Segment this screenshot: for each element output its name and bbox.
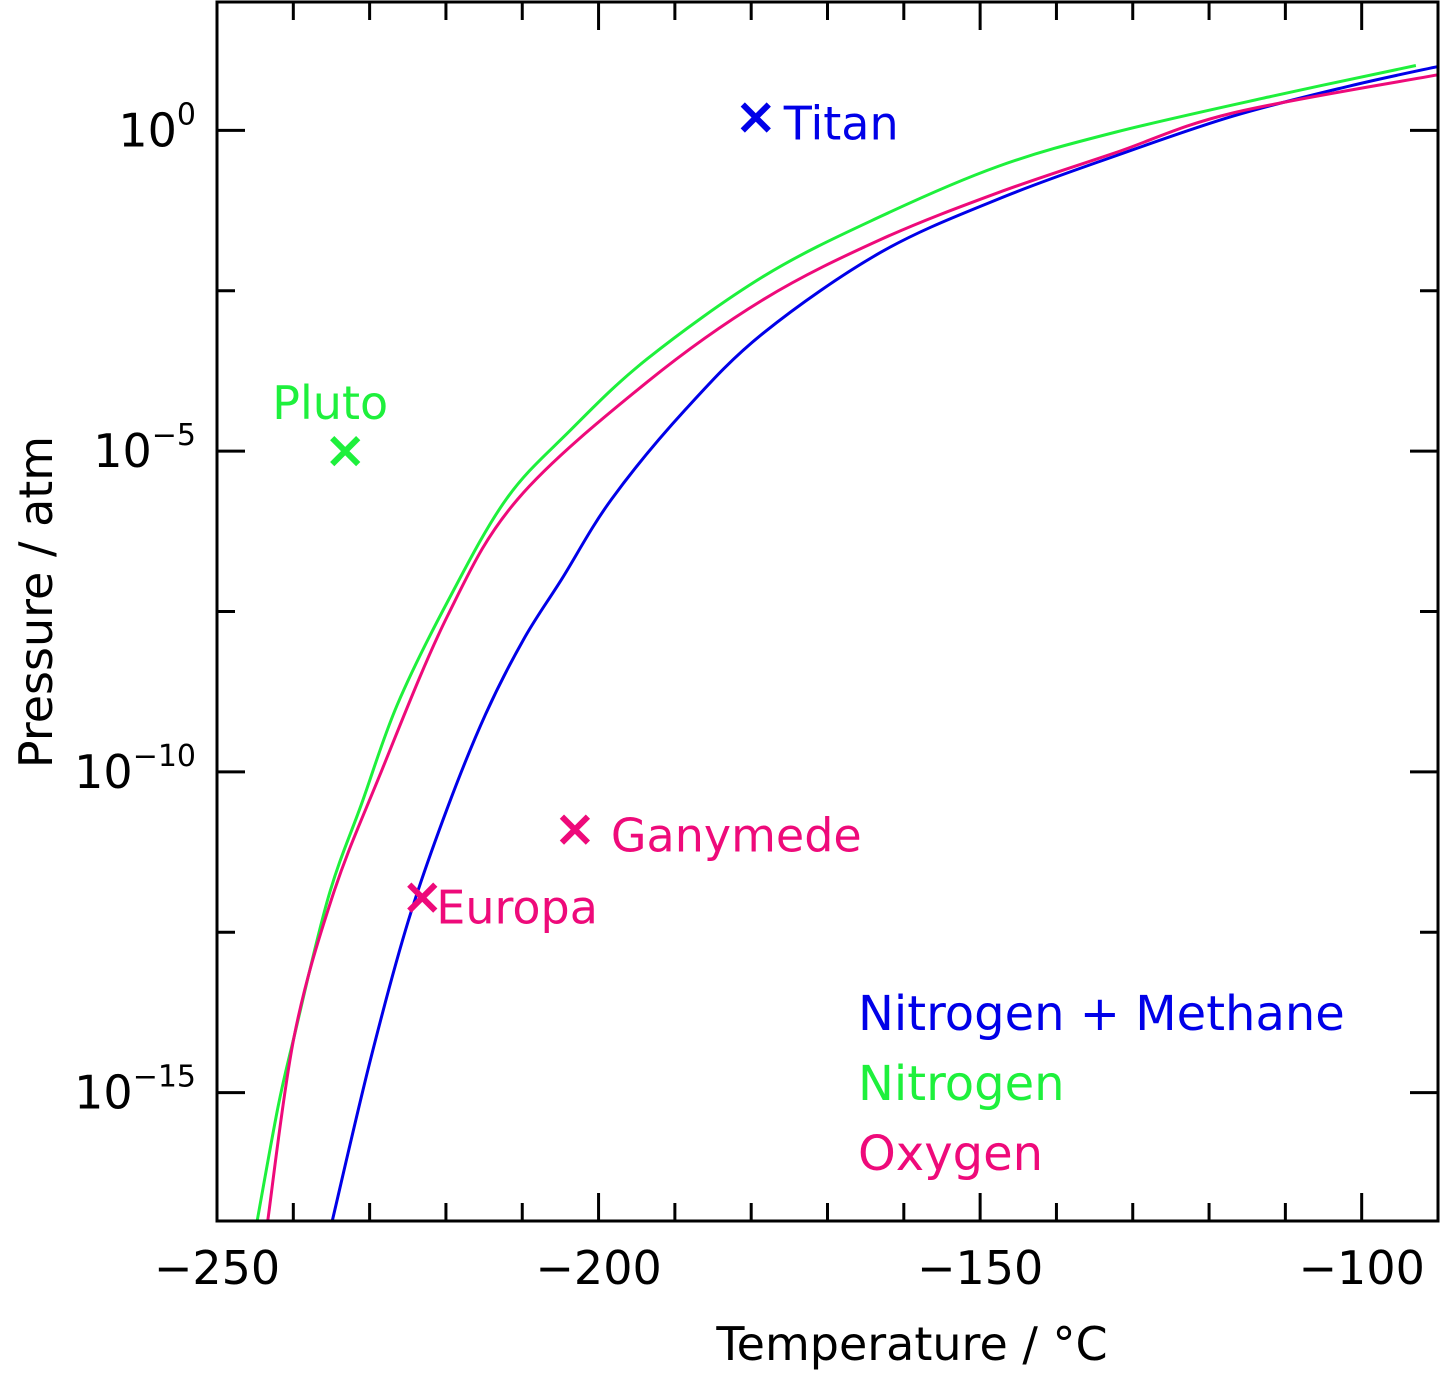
- legend-entry: Nitrogen: [858, 1056, 1065, 1112]
- y-tick-label: 10−10: [74, 739, 196, 799]
- marker-pluto: Pluto: [272, 376, 388, 467]
- y-tick-label: 10−15: [74, 1060, 196, 1120]
- marker-titan: Titan: [740, 96, 899, 150]
- x-tick-label: −100: [1299, 1241, 1425, 1295]
- marker-label: Titan: [783, 96, 899, 150]
- cross-icon: [330, 435, 361, 467]
- x-axis-label: Temperature / °C: [715, 1317, 1107, 1371]
- axis-ticks: −250 −200 −150 −100 100 10−5 10−10 10−15: [74, 2, 1440, 1295]
- plot-lines: [255, 64, 1438, 1221]
- marker-label: Europa: [436, 881, 598, 935]
- y-axis-label: Pressure / atm: [9, 436, 63, 768]
- marker-europa: Europa: [407, 881, 598, 935]
- series-line-oxygen: [266, 73, 1438, 1221]
- x-tick-label: −250: [154, 1241, 280, 1295]
- marker-label: Ganymede: [611, 809, 862, 863]
- cross-icon: [740, 102, 771, 133]
- marker-label: Pluto: [272, 376, 388, 430]
- legend-entry: Oxygen: [858, 1126, 1043, 1182]
- legend-entry: Nitrogen + Methane: [858, 986, 1345, 1042]
- y-tick-label: 100: [118, 97, 196, 157]
- legend: Nitrogen + Methane Nitrogen Oxygen: [858, 986, 1345, 1182]
- cross-icon: [559, 814, 591, 845]
- x-tick-label: −150: [917, 1241, 1043, 1295]
- series-line-nitrogen-methane: [330, 64, 1438, 1221]
- marker-ganymede: Ganymede: [559, 809, 862, 863]
- cross-icon: [407, 882, 438, 913]
- series-line-nitrogen: [255, 64, 1417, 1221]
- y-tick-label: 10−5: [93, 418, 196, 478]
- x-tick-label: −200: [535, 1241, 661, 1295]
